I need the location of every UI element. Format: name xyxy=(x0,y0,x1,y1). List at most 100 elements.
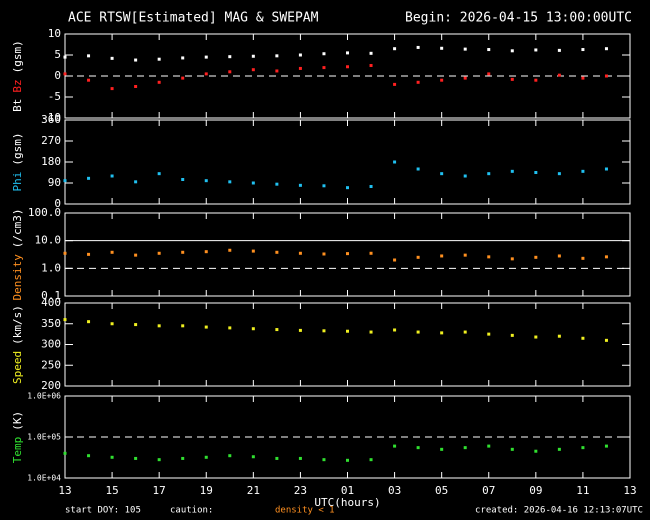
data-point xyxy=(110,455,114,459)
data-point xyxy=(440,46,444,50)
data-point xyxy=(369,51,373,55)
x-tick-label: 05 xyxy=(435,484,448,497)
data-point xyxy=(63,251,67,255)
data-point xyxy=(322,252,326,256)
data-point xyxy=(510,257,514,261)
data-point xyxy=(581,336,585,340)
data-point xyxy=(157,80,161,84)
data-point xyxy=(204,55,208,59)
data-point xyxy=(510,333,514,337)
data-point xyxy=(416,446,420,450)
data-point xyxy=(110,56,114,60)
data-point xyxy=(393,82,397,86)
data-point xyxy=(63,451,67,455)
data-point xyxy=(604,255,608,259)
data-point xyxy=(134,323,138,327)
data-point xyxy=(322,458,326,462)
data-point xyxy=(322,329,326,333)
data-point xyxy=(463,76,467,80)
data-point xyxy=(87,54,91,58)
y-axis-label: Phi (gsm) xyxy=(11,133,24,192)
legend-entry: Speed xyxy=(11,351,24,384)
data-point xyxy=(416,255,420,259)
data-point xyxy=(346,51,349,55)
data-point xyxy=(604,338,608,342)
data-point xyxy=(440,331,444,335)
y-tick-label: 90 xyxy=(48,176,61,189)
data-point xyxy=(557,73,561,77)
data-point xyxy=(369,251,373,255)
y-tick-label: 1.0E+06 xyxy=(27,392,61,401)
data-point xyxy=(275,456,279,460)
data-point xyxy=(204,72,208,76)
y-axis-unit: (gsm) xyxy=(11,133,24,166)
y-tick-label: 1.0E+04 xyxy=(27,474,61,483)
y-axis-label: Speed (km/s) xyxy=(11,305,24,384)
x-tick-label: 13 xyxy=(623,484,636,497)
data-point xyxy=(346,329,349,333)
data-point xyxy=(251,455,255,459)
data-point xyxy=(369,185,373,188)
data-point xyxy=(181,178,185,181)
data-point xyxy=(157,57,161,61)
y-tick-label: 0 xyxy=(54,69,61,82)
data-point xyxy=(346,252,349,256)
data-point xyxy=(204,179,208,183)
data-point xyxy=(298,66,302,70)
data-point xyxy=(557,172,561,176)
data-point xyxy=(416,80,420,84)
data-point xyxy=(87,454,91,458)
data-point xyxy=(275,328,279,332)
data-point xyxy=(346,186,349,190)
data-point xyxy=(604,74,608,78)
data-point xyxy=(87,176,91,180)
data-point xyxy=(557,334,561,338)
data-point xyxy=(416,167,420,171)
data-point xyxy=(110,87,114,91)
data-point xyxy=(228,248,232,252)
data-point xyxy=(134,456,138,460)
y-axis-unit: (K) xyxy=(11,411,24,431)
data-point xyxy=(463,446,467,450)
data-point xyxy=(581,169,585,173)
data-point xyxy=(275,69,279,73)
data-point xyxy=(87,78,91,82)
data-point xyxy=(228,55,232,59)
footer-caution-note: density < 1 xyxy=(275,506,335,516)
data-point xyxy=(251,181,255,185)
data-point xyxy=(463,47,467,51)
data-point xyxy=(275,182,279,186)
data-point xyxy=(251,327,255,331)
data-point xyxy=(181,324,185,328)
data-point xyxy=(87,320,91,324)
data-point xyxy=(181,250,185,254)
data-point xyxy=(63,318,67,322)
y-axis-label: Temp (K) xyxy=(11,411,24,463)
footer-caution: caution: xyxy=(170,506,213,516)
data-point xyxy=(487,48,491,52)
data-point xyxy=(369,458,373,462)
data-point xyxy=(557,254,561,258)
data-point xyxy=(581,446,585,450)
data-point xyxy=(228,454,232,458)
legend-entry: Temp xyxy=(11,437,24,464)
data-point xyxy=(204,325,208,329)
data-point xyxy=(298,328,302,332)
data-point xyxy=(510,77,514,81)
data-point xyxy=(157,458,161,462)
y-tick-label: 0.1 xyxy=(41,289,61,302)
x-axis-label: UTC(hours) xyxy=(314,496,380,509)
data-point xyxy=(510,49,514,53)
data-point xyxy=(228,70,232,74)
data-point xyxy=(181,456,185,460)
y-axis-unit: (gsm) xyxy=(11,40,24,73)
data-point xyxy=(181,76,185,80)
data-point xyxy=(510,447,514,451)
data-point xyxy=(487,172,491,176)
data-point xyxy=(463,253,467,257)
data-point xyxy=(322,66,326,70)
data-point xyxy=(204,455,208,459)
data-point xyxy=(275,250,279,254)
x-tick-label: 21 xyxy=(247,484,260,497)
legend-entry: Bz xyxy=(11,79,24,92)
